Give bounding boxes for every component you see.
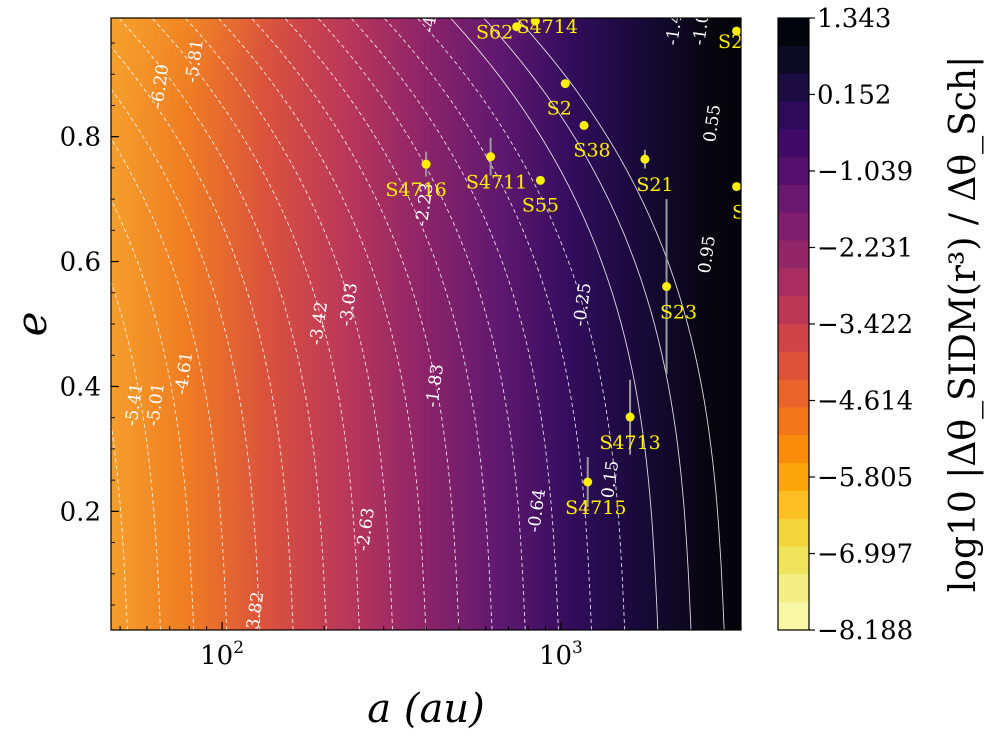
colorbar-band [778, 184, 809, 214]
x-tick-exponent: 2 [233, 638, 244, 658]
colorbar-band [778, 379, 809, 409]
data-point [640, 154, 650, 164]
y-tick-label: 0.2 [60, 497, 101, 527]
colorbar-band [778, 73, 809, 103]
colorbar-band [778, 129, 809, 158]
colorbar-tick-label: −1.039 [817, 157, 913, 187]
contour-line [184, 18, 394, 630]
contour-line [217, 18, 427, 630]
colorbar-band [778, 157, 809, 186]
data-point-label: S4716 [385, 179, 446, 201]
colorbar-tick-label: 0.152 [817, 80, 891, 110]
colorbar-band [778, 296, 809, 325]
data-point-label: S4715 [565, 497, 626, 519]
colorbar-band [778, 546, 809, 575]
colorbar-band [778, 435, 809, 464]
colorbar-tick-label: 1.343 [817, 4, 891, 34]
data-point-label: S4714 [517, 16, 578, 38]
data-point [662, 282, 672, 292]
colorbar-band [778, 212, 809, 242]
colorbar-band [778, 407, 809, 436]
x-tick-exponent: 3 [572, 638, 583, 658]
colorbar-tick-label: −3.422 [817, 310, 913, 340]
colorbar-bands [778, 18, 809, 631]
data-point [535, 175, 545, 185]
data-point [583, 477, 593, 487]
contour-line [111, 198, 195, 630]
y-axis-ticks: 0.2 0.4 0.6 0.8 [60, 42, 119, 606]
colorbar-tick-label: −6.997 [817, 540, 913, 570]
data-point [732, 26, 741, 36]
x-axis-label: a (au) [367, 686, 484, 732]
x-tick-label: 102 [200, 638, 244, 671]
data-point [421, 159, 431, 169]
data-point-label: S62 [476, 22, 513, 44]
data-point-label: S29 [718, 31, 755, 53]
contour-line [383, 18, 592, 630]
data-point [530, 18, 540, 26]
colorbar-band [778, 574, 809, 603]
colorbar-band [778, 45, 809, 75]
contour-line [151, 18, 360, 630]
colorbar-band [778, 240, 809, 269]
data-point [579, 120, 589, 130]
contour-lines [111, 18, 725, 630]
data-point-label: S60 [732, 202, 769, 224]
colorbar-band [778, 602, 809, 631]
contour-line [317, 18, 526, 630]
contour-line [118, 18, 327, 630]
corner-highlight [111, 18, 371, 178]
y-axis-label: e [7, 312, 56, 337]
colorbar-tick-label: −8.188 [817, 616, 913, 646]
colorbar-band [778, 101, 809, 130]
colorbar-ticks: 1.343 0.152 −1.039 −2.231 −3.422 −4.614 −5.805… [809, 4, 913, 646]
contour-line [483, 18, 692, 630]
contour-line [111, 137, 228, 630]
data-point-label: S21 [636, 174, 673, 196]
colorbar-band [778, 324, 809, 353]
contour-line [111, 46, 294, 630]
x-tick-label: 103 [539, 638, 583, 671]
contour-line [111, 279, 161, 630]
contour-line [284, 18, 493, 630]
plot-area: -6.20-5.81-5.41-5.01-4.61-4.223.82-3.42-… [110, 0, 769, 631]
contour-line [450, 18, 659, 630]
colorbar: 1.343 0.152 −1.039 −2.231 −3.422 −4.614 −5.805… [777, 4, 984, 646]
data-point-label: S2 [547, 98, 572, 120]
axes: 102 103 0.2 0.4 0.6 0.8 a (au) e [7, 42, 724, 732]
data-point-label: S4713 [599, 432, 660, 454]
colorbar-tick-label: −5.805 [817, 463, 913, 493]
data-point-label: S55 [522, 194, 559, 216]
colorbar-band [778, 351, 809, 381]
contour-line [350, 18, 559, 630]
contour-line [516, 18, 725, 630]
data-point-label: S4711 [466, 172, 527, 194]
data-point [486, 152, 496, 162]
data-point [625, 412, 635, 422]
data-point-label: S38 [573, 139, 610, 161]
colorbar-band [778, 518, 809, 548]
contour-line [416, 18, 626, 630]
data-point [732, 182, 741, 192]
data-point [560, 79, 570, 89]
y-tick-label: 0.6 [60, 248, 101, 278]
colorbar-band [778, 18, 809, 47]
data-point [512, 22, 522, 32]
colorbar-tick-label: −4.614 [817, 387, 913, 417]
y-tick-label: 0.4 [60, 372, 101, 402]
colorbar-label: log10 |Δθ_SIDM(r³) / Δθ_Sch| [943, 56, 984, 592]
contour-line [111, 88, 261, 630]
data-point-label: S23 [660, 302, 697, 324]
y-tick-label: 0.8 [60, 123, 101, 153]
colorbar-band [778, 463, 809, 492]
colorbar-tick-label: −2.231 [817, 233, 913, 263]
contour-line [251, 18, 460, 630]
colorbar-band [778, 268, 809, 297]
colorbar-band [778, 490, 809, 520]
contour-label: -4.22 [419, 0, 445, 34]
